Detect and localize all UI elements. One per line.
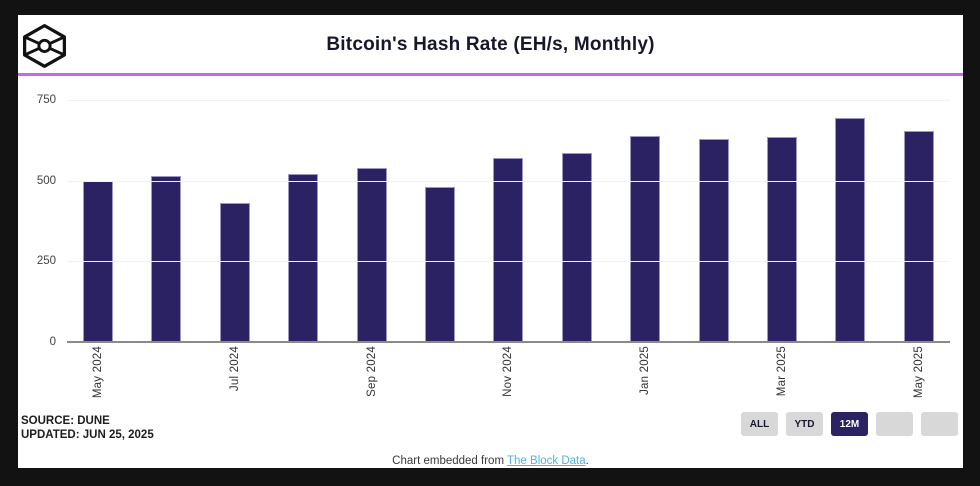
embed-prefix-text: Chart embedded from [392, 455, 508, 467]
bar-feb-2025[interactable] [698, 138, 729, 342]
chart-region: 0 250 500 750 May 2024 Jul 2024 Sep 2024 Nov 2… [18, 94, 963, 408]
range-button-12m[interactable]: 12M [831, 412, 868, 436]
x-tick-mar-2025: Mar 2025 [767, 346, 797, 408]
bar-jun-2024[interactable] [151, 175, 182, 342]
x-tick-jun-2024 [151, 346, 181, 408]
source-attribution: SOURCE: DUNE UPDATED: JUN 25, 2025 [21, 415, 154, 443]
range-buttons: ALL YTD 12M [741, 412, 958, 436]
bar-may-2025[interactable] [903, 130, 934, 342]
bar-aug-2024[interactable] [288, 174, 319, 342]
range-button-blank[interactable] [921, 412, 958, 436]
x-tick-label: Jul 2024 [228, 346, 241, 392]
gridline-250 [67, 261, 950, 263]
x-tick-sep-2024: Sep 2024 [357, 346, 387, 408]
x-tick-label: Mar 2025 [776, 346, 789, 397]
chart-header: Bitcoin's Hash Rate (EH/s, Monthly) [18, 15, 963, 73]
x-tick-label: May 2024 [92, 346, 104, 399]
y-tick-label-0: 0 [49, 336, 56, 348]
embed-attribution: Chart embedded from The Block Data. [18, 454, 963, 469]
x-tick-oct-2024 [425, 346, 455, 408]
x-tick-may-2025: May 2025 [904, 346, 934, 408]
accent-divider [18, 73, 963, 76]
x-tick-label: Sep 2024 [365, 346, 378, 397]
gridline-500 [67, 180, 950, 182]
chart-title: Bitcoin's Hash Rate (EH/s, Monthly) [326, 34, 655, 55]
x-tick-jan-2025: Jan 2025 [630, 346, 660, 408]
bar-nov-2024[interactable] [493, 158, 524, 342]
embed-suffix-text: . [585, 455, 589, 467]
chart-card: Bitcoin's Hash Rate (EH/s, Monthly) 0 250… [18, 15, 963, 468]
updated-line: UPDATED: JUN 25, 2025 [21, 428, 154, 441]
bar-oct-2024[interactable] [425, 187, 456, 342]
bars-row [67, 100, 950, 342]
y-tick-label-750: 750 [36, 94, 56, 106]
x-tick-label: Nov 2024 [502, 346, 515, 397]
y-tick-label-500: 500 [36, 174, 56, 187]
chart-footer: SOURCE: DUNE UPDATED: JUN 25, 2025 ALL YT… [18, 410, 963, 454]
bar-apr-2025[interactable] [835, 117, 866, 342]
bar-mar-2025[interactable] [767, 137, 798, 342]
range-button-all[interactable]: ALL [741, 412, 778, 436]
x-tick-jul-2024: Jul 2024 [220, 346, 250, 408]
x-tick-label: Jan 2025 [639, 346, 652, 395]
range-button-blank[interactable] [876, 412, 913, 436]
the-block-data-link[interactable]: The Block Data [507, 455, 586, 467]
x-tick-may-2024: May 2024 [83, 346, 113, 408]
x-tick-nov-2024: Nov 2024 [493, 346, 523, 408]
plot-area: 0 250 500 750 [37, 94, 950, 348]
x-tick-apr-2025 [835, 346, 865, 408]
bar-jul-2024[interactable] [219, 203, 250, 342]
x-axis-line [67, 341, 950, 343]
x-tick-aug-2024 [288, 346, 318, 408]
x-tick-feb-2025 [699, 346, 729, 408]
gridline-750 [67, 100, 950, 101]
range-button-ytd[interactable]: YTD [786, 412, 823, 436]
y-tick-label-250: 250 [36, 255, 56, 268]
x-tick-dec-2024 [562, 346, 592, 408]
source-line: SOURCE: DUNE [21, 415, 110, 427]
x-axis-labels: May 2024 Jul 2024 Sep 2024 Nov 2024 Jan 2025… [67, 346, 950, 408]
bar-jan-2025[interactable] [630, 135, 661, 342]
bar-dec-2024[interactable] [561, 153, 592, 342]
x-tick-label: May 2025 [912, 346, 925, 399]
the-block-logo-icon [22, 23, 67, 68]
bar-sep-2024[interactable] [356, 167, 387, 342]
